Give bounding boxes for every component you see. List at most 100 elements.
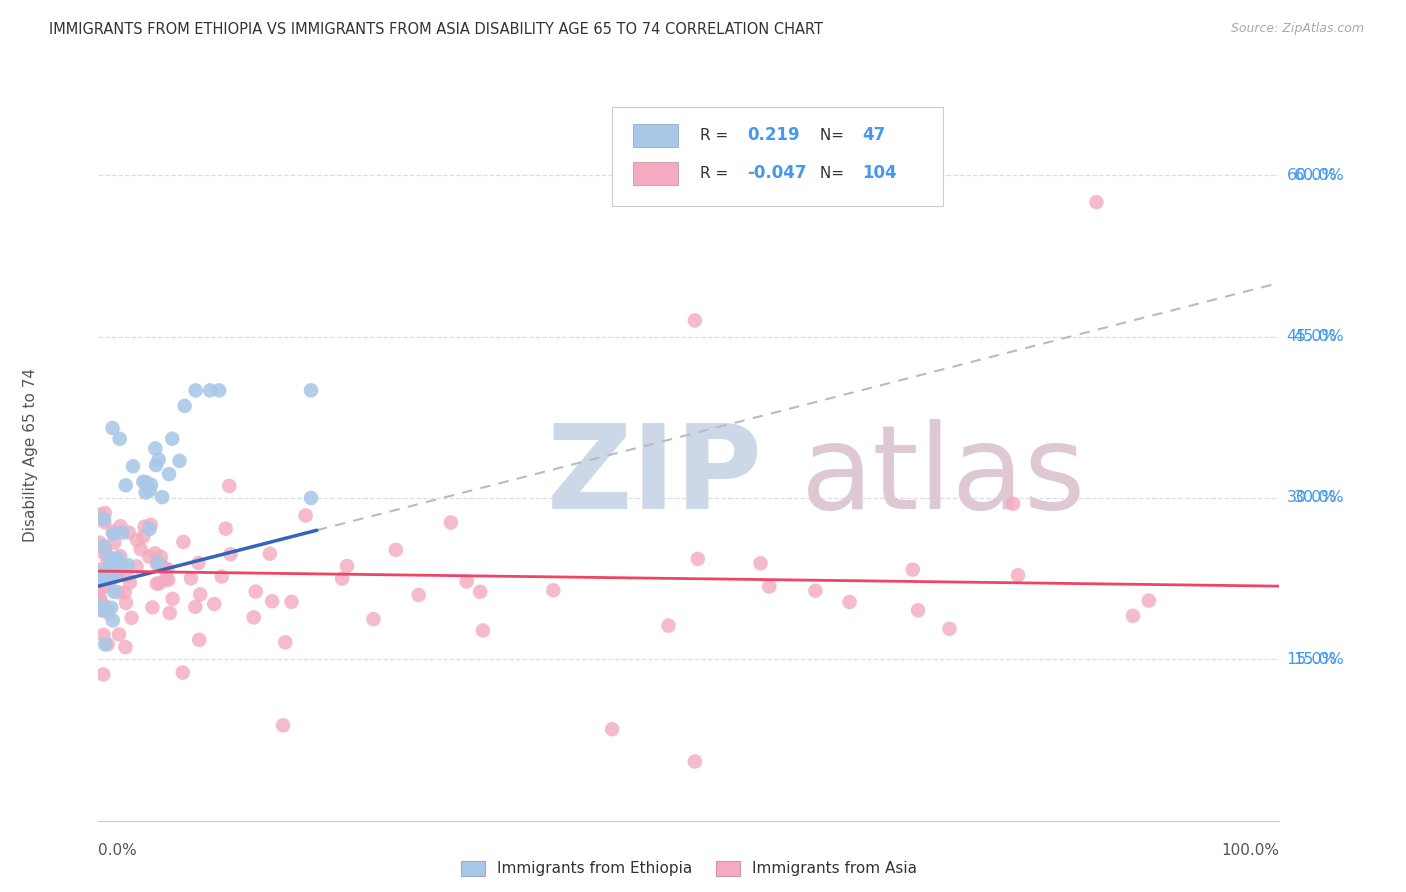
Point [838, 595, 860, 609]
Point [93, 599, 115, 613]
Text: 60.0%: 60.0% [1294, 168, 1344, 183]
Text: 45.0%: 45.0% [1286, 329, 1337, 344]
Point [94, 544, 117, 558]
Point [208, 384, 231, 398]
Point [90, 599, 112, 614]
Point [157, 573, 180, 587]
Point [139, 517, 162, 532]
Point [115, 596, 138, 610]
Point [132, 475, 155, 489]
Point [122, 459, 145, 474]
Point [146, 557, 169, 571]
Point [89, 582, 111, 597]
Point [89, 591, 111, 605]
Text: Disability Age 65 to 74: Disability Age 65 to 74 [24, 368, 38, 542]
Point [129, 542, 152, 557]
Point [686, 552, 709, 566]
Point [91, 667, 114, 681]
Point [89, 591, 111, 606]
Point [938, 622, 960, 636]
Point [89, 508, 111, 522]
Point [148, 576, 170, 591]
Point [117, 558, 139, 572]
Point [280, 595, 302, 609]
Point [98, 574, 121, 589]
Point [150, 558, 173, 572]
Point [100, 571, 122, 585]
Point [101, 526, 124, 541]
Point [299, 384, 322, 398]
Point [108, 432, 131, 446]
Point [274, 635, 297, 649]
Point [114, 640, 136, 654]
Point [107, 585, 129, 599]
Text: 47: 47 [862, 127, 886, 145]
Point [159, 606, 181, 620]
Point [138, 522, 160, 536]
Point [456, 574, 478, 589]
Point [94, 570, 117, 584]
Point [440, 516, 463, 530]
Point [657, 618, 679, 632]
Point [155, 572, 177, 586]
Text: IMMIGRANTS FROM ETHIOPIA VS IMMIGRANTS FROM ASIA DISABILITY AGE 65 TO 74 CORRELA: IMMIGRANTS FROM ETHIOPIA VS IMMIGRANTS F… [49, 22, 823, 37]
Point [135, 475, 157, 490]
Point [108, 627, 131, 641]
Point [94, 599, 117, 613]
Point [472, 624, 495, 638]
Text: 15.0%: 15.0% [1286, 652, 1337, 667]
Point [107, 567, 129, 582]
Point [180, 571, 202, 585]
Point [114, 585, 136, 599]
Text: atlas: atlas [801, 419, 1087, 534]
Point [110, 519, 132, 533]
Point [162, 432, 184, 446]
Point [94, 506, 117, 520]
Point [105, 565, 128, 579]
Point [242, 610, 264, 624]
Point [90, 568, 112, 582]
Point [135, 485, 157, 500]
Point [139, 477, 162, 491]
Point [1085, 195, 1108, 210]
Point [93, 628, 115, 642]
Point [93, 539, 115, 553]
Point [118, 525, 141, 540]
Point [198, 384, 221, 398]
Text: -0.047: -0.047 [747, 164, 806, 182]
Point [215, 522, 238, 536]
Point [187, 556, 209, 570]
Point [89, 535, 111, 549]
Point [211, 569, 233, 583]
Point [294, 508, 316, 523]
Point [121, 611, 143, 625]
Point [138, 549, 160, 564]
Point [218, 479, 240, 493]
Point [108, 549, 131, 563]
Point [600, 723, 623, 737]
Text: 104: 104 [862, 164, 897, 182]
Text: 100.0%: 100.0% [1222, 843, 1279, 858]
Point [100, 600, 122, 615]
Point [89, 563, 111, 577]
Point [683, 313, 706, 327]
Point [114, 478, 136, 492]
Point [384, 542, 406, 557]
Point [1007, 568, 1029, 582]
Point [907, 603, 929, 617]
Point [90, 603, 112, 617]
Text: ZIP: ZIP [547, 419, 763, 534]
Point [188, 632, 211, 647]
Point [259, 547, 281, 561]
Point [749, 556, 772, 570]
Point [141, 600, 163, 615]
Point [96, 579, 118, 593]
Text: N=: N= [815, 166, 849, 181]
Point [683, 755, 706, 769]
Point [97, 637, 120, 651]
Point [157, 467, 180, 482]
Point [97, 606, 120, 620]
Point [118, 575, 141, 590]
Point [103, 585, 125, 599]
Point [468, 584, 491, 599]
